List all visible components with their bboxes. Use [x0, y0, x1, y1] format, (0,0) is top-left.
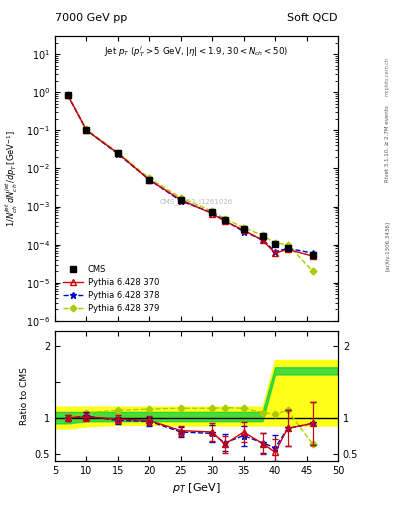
Y-axis label: Ratio to CMS: Ratio to CMS — [20, 367, 29, 425]
Text: CMS_2013_I1261026: CMS_2013_I1261026 — [160, 198, 233, 204]
Y-axis label: $1/N_{ch}^{jet}\,dN_{ch}^{jet}/dp_T\,[\mathrm{GeV}^{-1}]$: $1/N_{ch}^{jet}\,dN_{ch}^{jet}/dp_T\,[\m… — [4, 130, 20, 227]
Text: [arXiv:1306.3436]: [arXiv:1306.3436] — [385, 221, 389, 271]
Text: mcplots.cern.ch: mcplots.cern.ch — [385, 57, 389, 96]
X-axis label: $p_T$ [GeV]: $p_T$ [GeV] — [172, 481, 221, 495]
Text: 7000 GeV pp: 7000 GeV pp — [55, 13, 127, 23]
Legend: CMS, Pythia 6.428 370, Pythia 6.428 378, Pythia 6.428 379: CMS, Pythia 6.428 370, Pythia 6.428 378,… — [59, 262, 162, 317]
Text: Rivet 3.1.10, ≥ 2.7M events: Rivet 3.1.10, ≥ 2.7M events — [385, 105, 389, 182]
Text: Jet $p_T$ ($p_T^l$$>$5 GeV, $|\eta|$$<$1.9, $30$$<$$N_{ch}$$<$50): Jet $p_T$ ($p_T^l$$>$5 GeV, $|\eta|$$<$1… — [105, 45, 288, 59]
Text: Soft QCD: Soft QCD — [288, 13, 338, 23]
